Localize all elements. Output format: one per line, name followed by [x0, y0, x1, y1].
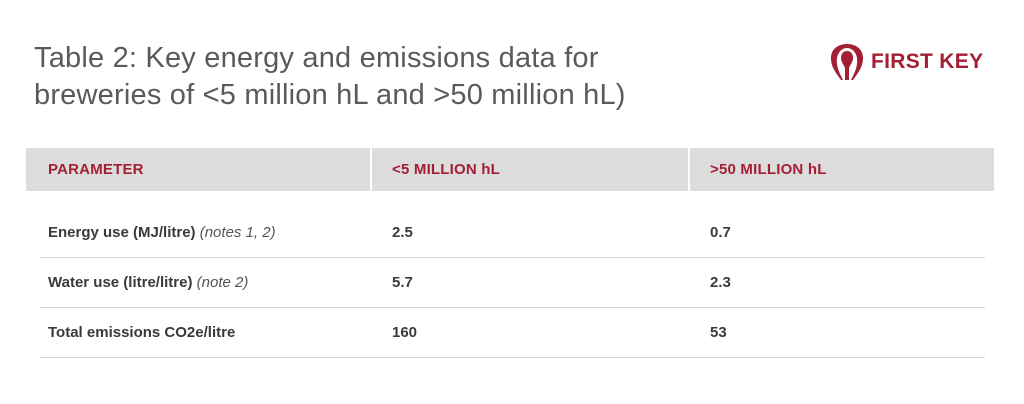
- data-table: PARAMETER <5 MILLION hL >50 MILLION hL E…: [26, 148, 994, 358]
- row-value-large: 0.7: [710, 224, 731, 241]
- first-key-logo-icon: [831, 44, 863, 80]
- table-row: Energy use (MJ/litre) (notes 1, 2) 2.5 0…: [40, 208, 985, 258]
- table-body: Energy use (MJ/litre) (notes 1, 2) 2.5 0…: [40, 208, 985, 358]
- brand-logo: FIRST KEY: [829, 42, 983, 82]
- title-line-2: breweries of <5 million hL and >50 milli…: [34, 79, 626, 111]
- title-line-1: Table 2: Key energy and emissions data f…: [34, 42, 599, 74]
- row-value-small: 2.5: [392, 224, 413, 241]
- row-parameter: Total emissions CO2e/litre: [40, 324, 392, 341]
- row-value-large: 53: [710, 324, 727, 341]
- page-title: Table 2: Key energy and emissions data f…: [34, 40, 754, 114]
- row-value-large: 2.3: [710, 274, 731, 291]
- header-large-breweries: >50 MILLION hL: [710, 161, 827, 178]
- parameter-note: (note 2): [196, 274, 249, 291]
- parameter-label: Energy use (MJ/litre): [48, 224, 196, 241]
- row-value-small: 160: [392, 324, 418, 341]
- parameter-label: Water use (litre/litre): [48, 274, 193, 291]
- header-small-breweries: <5 MILLION hL: [372, 148, 690, 191]
- row-value-small: 5.7: [392, 274, 413, 291]
- row-parameter: Energy use (MJ/litre) (notes 1, 2): [40, 224, 392, 241]
- table-row: Total emissions CO2e/litre 160 53: [40, 308, 985, 358]
- parameter-note: (notes 1, 2): [199, 224, 276, 241]
- table-header: PARAMETER <5 MILLION hL >50 MILLION hL: [26, 148, 994, 191]
- logo-text: FIRST KEY: [871, 50, 984, 73]
- table-row: Water use (litre/litre) (note 2) 5.7 2.3: [40, 258, 985, 308]
- parameter-label: Total emissions CO2e/litre: [48, 324, 236, 341]
- row-parameter: Water use (litre/litre) (note 2): [40, 274, 392, 291]
- header-parameter: PARAMETER: [26, 148, 372, 191]
